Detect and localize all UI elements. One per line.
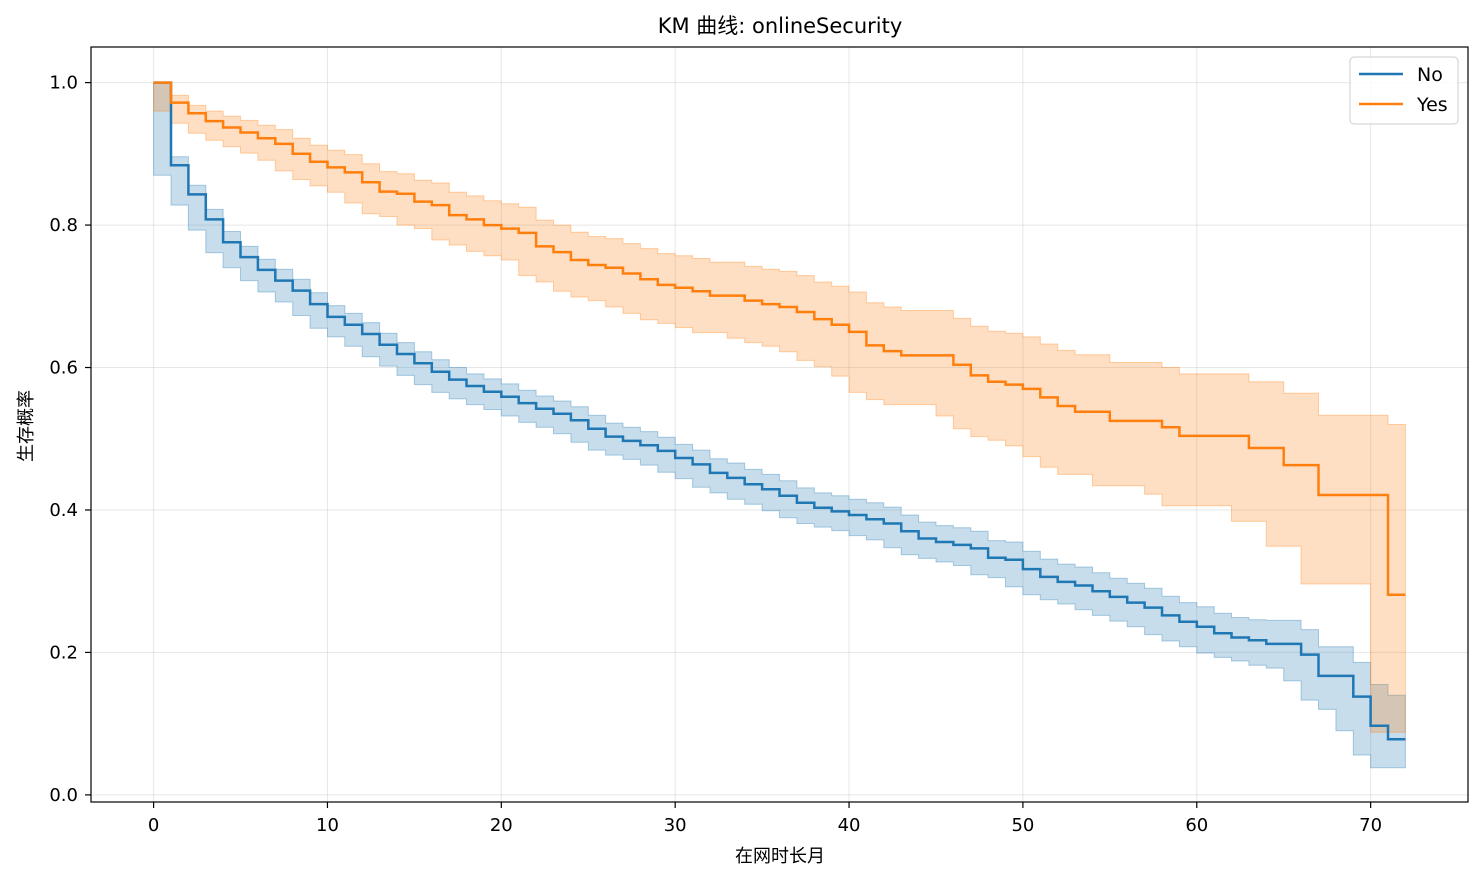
x-axis-label: 在网时长月 [735, 846, 825, 867]
x-tick-label: 70 [1359, 815, 1382, 836]
legend-label-yes: Yes [1416, 94, 1448, 116]
x-tick-label: 60 [1185, 815, 1208, 836]
y-tick-label: 0.4 [49, 500, 78, 521]
x-tick-label: 20 [490, 815, 513, 836]
ci-band-yes [153, 82, 1406, 733]
x-tick-label: 50 [1011, 815, 1034, 836]
grid [91, 47, 1468, 802]
y-tick-label: 0.8 [49, 215, 78, 236]
x-tick-label: 0 [148, 815, 159, 836]
y-tick-label: 0.2 [49, 642, 78, 663]
chart-title: KM 曲线: onlineSecurity [658, 14, 903, 38]
y-axis-label: 生存概率 [16, 390, 37, 462]
legend: No Yes [1349, 56, 1459, 125]
y-tick-label: 0.0 [49, 785, 78, 806]
survival-lines [153, 81, 1406, 741]
axis-ticks: 0 10 20 30 40 50 60 70 0.0 0.2 0.4 0.6 0.8 1.0 [49, 73, 1382, 836]
x-tick-label: 30 [664, 815, 687, 836]
y-tick-label: 0.6 [49, 358, 78, 379]
survival-line-no [153, 81, 1406, 741]
plot-frame [90, 46, 1469, 803]
ci-band-no [153, 82, 1406, 769]
confidence-bands [153, 82, 1406, 769]
y-tick-label: 1.0 [49, 73, 78, 94]
legend-label-no: No [1417, 64, 1443, 86]
survival-line-yes [153, 81, 1406, 596]
x-tick-label: 40 [838, 815, 861, 836]
x-tick-label: 10 [316, 815, 339, 836]
